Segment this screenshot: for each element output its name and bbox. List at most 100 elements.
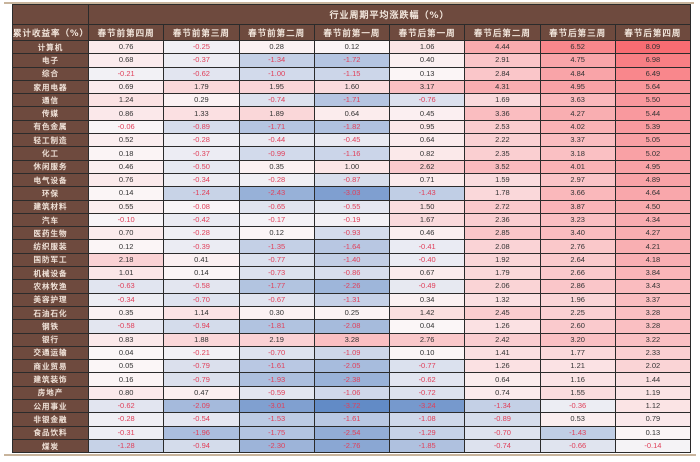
industry-label: 医药生物 xyxy=(12,226,89,241)
value-cell: 2.91 xyxy=(464,53,541,68)
value-cell: 4.27 xyxy=(539,106,616,121)
table-row: 钢铁 -0.58 -0.94 -1.81 -2.08 0.04 1.26 2.60 3.28 xyxy=(12,319,692,334)
value-cell: -0.59 xyxy=(238,385,315,401)
value-cell: -0.08 xyxy=(163,199,240,214)
value-cell: 4.27 xyxy=(614,226,692,241)
value-cell: -0.19 xyxy=(313,212,391,228)
value-cell: 3.18 xyxy=(539,146,616,161)
value-cell: 4.95 xyxy=(539,79,616,95)
value-cell: -0.94 xyxy=(163,319,240,334)
table-row: 机械设备 1.01 0.14 -0.73 -0.86 0.67 1.79 2.66 3.84 xyxy=(12,266,692,281)
industry-label: 纺织服装 xyxy=(12,239,89,254)
industry-label: 电气设备 xyxy=(12,172,89,188)
value-cell: 1.26 xyxy=(464,359,541,374)
value-cell: -0.28 xyxy=(238,172,315,188)
value-cell: -1.31 xyxy=(313,292,391,307)
value-cell: 1.12 xyxy=(614,399,692,414)
value-cell: -1.96 xyxy=(163,425,240,440)
value-cell: -0.72 xyxy=(388,385,466,401)
value-cell: -1.08 xyxy=(388,412,466,427)
table-row: 有色金属 -0.06 -0.89 -1.71 -1.82 0.95 2.53 4.02 5.39 xyxy=(12,119,692,135)
value-cell: -0.37 xyxy=(163,53,240,68)
value-cell: 1.89 xyxy=(238,106,315,121)
value-cell: 0.76 xyxy=(87,39,165,55)
value-cell: 1.16 xyxy=(539,372,616,387)
industry-label: 建筑装饰 xyxy=(12,372,89,387)
value-cell: 0.80 xyxy=(87,385,165,401)
value-cell: 5.44 xyxy=(614,106,692,121)
value-cell: 0.45 xyxy=(388,106,466,121)
value-cell: 2.25 xyxy=(539,305,616,321)
value-cell: -1.61 xyxy=(238,359,315,374)
value-cell: -2.26 xyxy=(313,279,391,294)
value-cell: 1.44 xyxy=(614,372,692,387)
table-row: 环保 0.14 -1.24 -2.43 -3.03 -1.43 1.78 3.66 4.64 xyxy=(12,186,692,201)
value-cell: 3.28 xyxy=(313,332,391,347)
industry-label: 农林牧渔 xyxy=(12,279,89,294)
value-cell: 1.92 xyxy=(464,252,541,268)
value-cell: -0.79 xyxy=(163,372,240,387)
value-cell: 1.00 xyxy=(313,159,391,174)
column-header: 春节前第二周 xyxy=(238,24,315,41)
value-cell: -0.10 xyxy=(87,212,165,228)
industry-label: 化工 xyxy=(12,146,89,161)
value-cell: 1.95 xyxy=(238,79,315,95)
value-cell: 0.46 xyxy=(388,226,466,241)
value-cell: 0.13 xyxy=(388,66,466,81)
value-cell: 1.88 xyxy=(163,332,240,347)
value-cell: 8.09 xyxy=(614,39,692,55)
value-cell: 0.69 xyxy=(87,79,165,95)
value-cell: -0.44 xyxy=(238,133,315,148)
value-cell: 2.76 xyxy=(539,239,616,254)
table-row: 房地产 0.80 0.47 -0.59 -1.06 -0.72 0.74 1.55 1.19 xyxy=(12,385,692,401)
value-cell: -1.29 xyxy=(388,425,466,440)
value-cell: -1.40 xyxy=(313,252,391,268)
value-cell: -0.73 xyxy=(238,266,315,281)
value-cell: 0.52 xyxy=(87,133,165,148)
value-cell: 2.66 xyxy=(539,266,616,281)
row-header-label: 累计收益率（%） xyxy=(12,24,89,41)
industry-label: 休闲服务 xyxy=(12,159,89,174)
table-row: 医药生物 0.70 -0.28 0.12 -0.93 0.46 2.85 3.40 4.27 xyxy=(12,226,692,241)
table-row: 农林牧渔 -0.63 -0.58 -1.77 -2.26 -0.49 2.06 2.86 3.4… xyxy=(12,279,692,294)
value-cell: 5.39 xyxy=(614,119,692,135)
value-cell: -3.03 xyxy=(313,186,391,201)
value-cell: 6.52 xyxy=(539,39,616,55)
table-row: 公用事业 -0.62 -2.09 -3.01 -3.72 -3.24 -1.34 -0.36 1… xyxy=(12,399,692,414)
value-cell: 0.12 xyxy=(87,239,165,254)
value-cell: -1.34 xyxy=(238,53,315,68)
value-cell: 3.87 xyxy=(539,199,616,214)
value-cell: -0.17 xyxy=(238,212,315,228)
value-cell: -2.43 xyxy=(238,186,315,201)
value-cell: 0.28 xyxy=(238,39,315,55)
industry-label: 房地产 xyxy=(12,385,89,401)
column-header: 春节前第一周 xyxy=(313,24,391,41)
value-cell: 1.24 xyxy=(87,93,165,108)
value-cell: 2.22 xyxy=(464,133,541,148)
value-cell: 3.20 xyxy=(539,332,616,347)
value-cell: -0.74 xyxy=(464,438,541,454)
value-cell: 2.86 xyxy=(539,279,616,294)
table-row: 交通运输 0.04 -0.21 -0.70 -1.09 0.10 1.41 1.77 2.33 xyxy=(12,345,692,361)
value-cell: 0.25 xyxy=(313,305,391,321)
industry-label: 建筑材料 xyxy=(12,199,89,214)
table-row: 商业贸易 0.05 -0.79 -1.61 -2.05 -0.77 1.26 1.21 2.02 xyxy=(12,359,692,374)
value-cell: 0.71 xyxy=(388,172,466,188)
group-header-row: 行业周期平均涨跌幅（%） xyxy=(12,4,692,25)
industry-returns-table: 行业周期平均涨跌幅（%） 累计收益率（%） 春节前第四周 春节前第三周 春节前第二周… xyxy=(12,4,692,454)
industry-label: 煤炭 xyxy=(12,438,89,454)
value-cell: 3.40 xyxy=(539,226,616,241)
table-row: 化工 0.18 -0.37 -0.99 -1.16 0.82 2.35 3.18 5.02 xyxy=(12,146,692,161)
value-cell: -0.58 xyxy=(163,279,240,294)
value-cell: -3.72 xyxy=(313,399,391,414)
value-cell: 0.70 xyxy=(87,226,165,241)
value-cell: 0.86 xyxy=(87,106,165,121)
value-cell: 0.10 xyxy=(388,345,466,361)
value-cell: 0.68 xyxy=(87,53,165,68)
value-cell: 4.50 xyxy=(614,199,692,214)
value-cell: -0.58 xyxy=(87,319,165,334)
value-cell: 0.95 xyxy=(388,119,466,135)
value-cell: 1.96 xyxy=(539,292,616,307)
value-cell: 2.33 xyxy=(614,345,692,361)
value-cell: -2.38 xyxy=(313,372,391,387)
